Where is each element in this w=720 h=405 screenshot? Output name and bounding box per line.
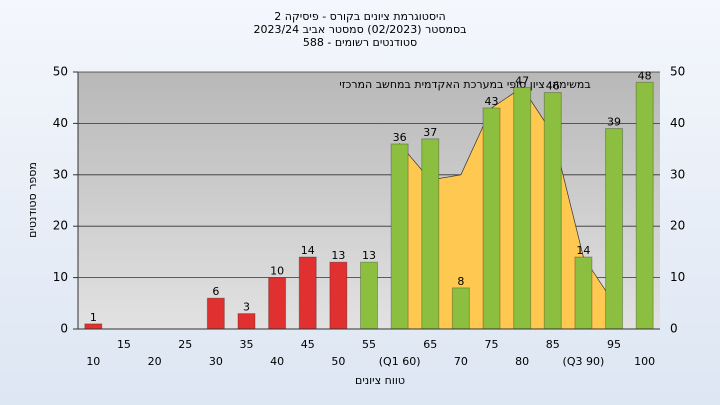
- value-label: 47: [515, 74, 529, 87]
- x-tick-label: 80: [515, 355, 529, 368]
- x-tick-label: 20: [148, 355, 162, 368]
- value-label: 14: [301, 244, 315, 257]
- y-tick-label: 10: [53, 270, 68, 284]
- y2-tick-label: 10: [670, 270, 685, 284]
- x-tick-label: 40: [270, 355, 284, 368]
- bar: [482, 107, 501, 330]
- value-label: 10: [270, 265, 284, 278]
- y-tick-label: 40: [53, 116, 68, 130]
- bar: [237, 313, 256, 330]
- x-tick-label: 10: [86, 355, 100, 368]
- x-tick-label: 75: [485, 338, 499, 351]
- value-label: 43: [485, 95, 499, 108]
- x-tick-label: 55: [362, 338, 376, 351]
- bar: [635, 81, 654, 330]
- y-tick-label: 50: [53, 65, 68, 79]
- y2-tick-label: 20: [670, 219, 685, 233]
- value-label: 46: [546, 80, 560, 93]
- value-label: 36: [393, 131, 407, 144]
- bar: [268, 277, 287, 330]
- y2-tick-label: 30: [670, 167, 685, 181]
- x-tick-label: 50: [331, 355, 345, 368]
- x-tick-label: 95: [607, 338, 621, 351]
- bar: [390, 143, 409, 330]
- y2-tick-label: 0: [670, 322, 678, 336]
- y2-tick-label: 40: [670, 116, 685, 130]
- x-tick-label: (Q1 60): [379, 355, 421, 368]
- chart-title: היסטוגרמת ציונים בקורס - פיסיקה 2: [274, 10, 445, 23]
- value-label: 13: [362, 249, 376, 262]
- value-label: 8: [457, 275, 464, 288]
- bar: [360, 261, 378, 330]
- bar: [574, 256, 593, 330]
- x-tick-label: 45: [301, 338, 315, 351]
- y-tick-label: 0: [60, 322, 68, 336]
- bar: [543, 92, 562, 330]
- value-label: 13: [331, 249, 345, 262]
- x-tick-label: 100: [634, 355, 655, 368]
- x-tick-label: 30: [209, 355, 223, 368]
- x-tick-label: 70: [454, 355, 468, 368]
- x-tick-label: (Q3 90): [563, 355, 605, 368]
- bar: [513, 86, 532, 330]
- bar: [298, 256, 317, 330]
- bar: [451, 287, 470, 330]
- y-tick-label: 30: [53, 167, 68, 181]
- y2-tick-label: 50: [670, 65, 685, 79]
- y-axis-label: מספר סטודנטים: [26, 162, 39, 238]
- x-axis-label: טווח ציונים: [355, 374, 405, 387]
- value-label: 3: [243, 301, 250, 314]
- bar: [84, 323, 103, 330]
- value-label: 14: [576, 244, 590, 257]
- value-label: 6: [212, 285, 219, 298]
- bar: [421, 138, 440, 330]
- bar: [605, 128, 624, 330]
- value-label: 1: [90, 311, 97, 324]
- bar: [206, 297, 225, 330]
- x-tick-label: 35: [239, 338, 253, 351]
- x-tick-label: 15: [117, 338, 131, 351]
- value-label: 48: [638, 69, 652, 82]
- x-tick-label: 65: [423, 338, 437, 351]
- chart-subtitle: בסמסטר (02/2023) סמסטר אביב 2023/24: [253, 23, 466, 36]
- y-tick-label: 20: [53, 219, 68, 233]
- chart-subtitle: סטודנטים רשומים - 588: [303, 36, 417, 49]
- x-tick-label: 25: [178, 338, 192, 351]
- value-label: 39: [607, 116, 621, 129]
- value-label: 37: [423, 126, 437, 139]
- x-tick-label: 85: [546, 338, 560, 351]
- bar: [329, 261, 348, 330]
